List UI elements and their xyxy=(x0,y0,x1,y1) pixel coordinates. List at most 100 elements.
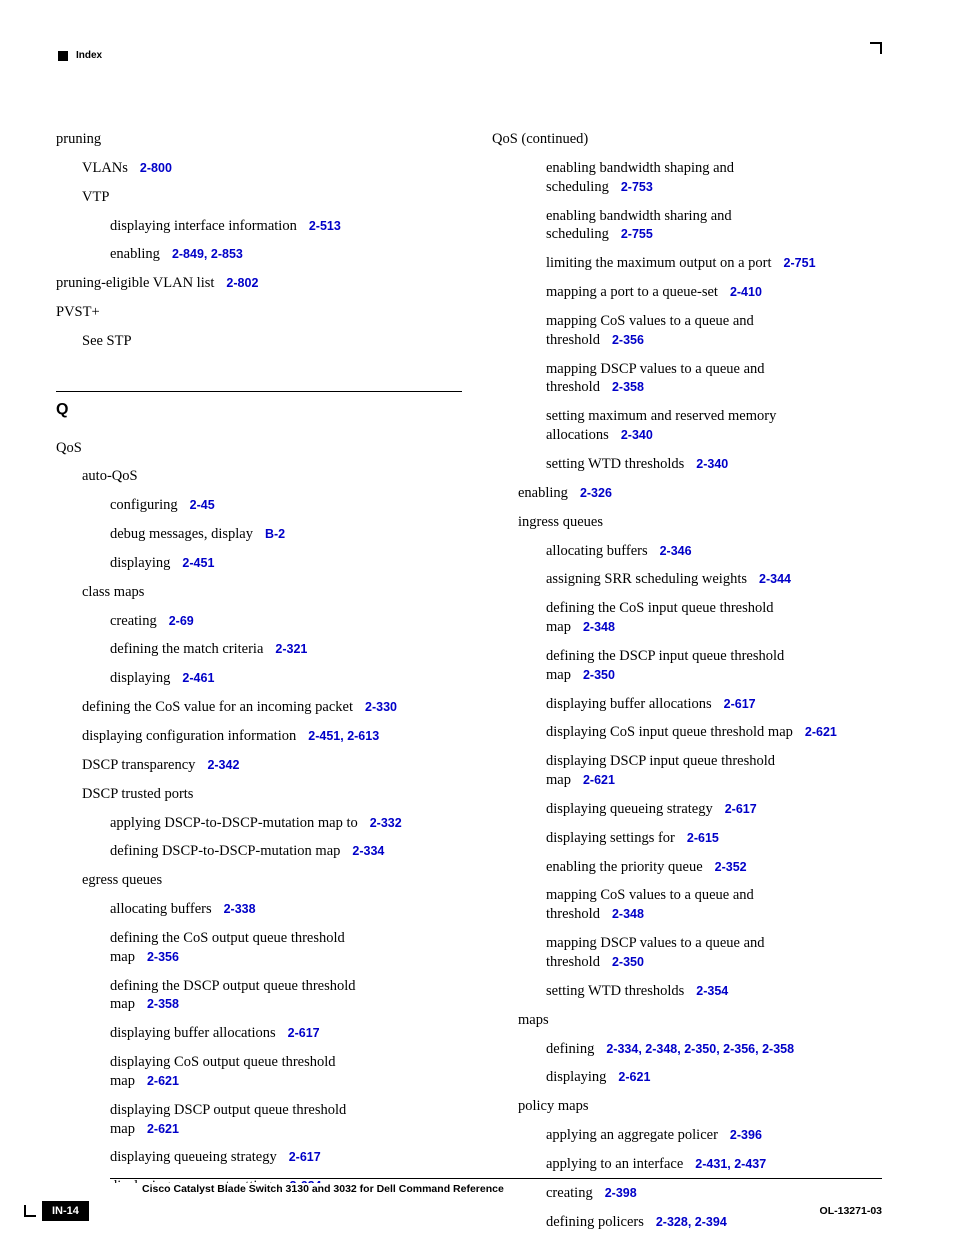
page-ref[interactable]: 2-356 xyxy=(723,1042,755,1056)
page-ref[interactable]: 2-334 xyxy=(340,844,384,858)
page-ref[interactable]: 2-348 xyxy=(645,1042,677,1056)
entry: displaying2-461 xyxy=(56,669,462,688)
page-ref[interactable]: 2-621 xyxy=(135,1074,179,1088)
page-ref[interactable]: 2-451 xyxy=(296,729,340,743)
page-ref[interactable]: 2-330 xyxy=(353,700,397,714)
entry: defining the DSCP output queue threshold… xyxy=(56,977,462,1015)
page-ref[interactable]: 2-396 xyxy=(718,1128,762,1142)
page-ref[interactable]: 2-348 xyxy=(600,907,644,921)
entry-text: defining the CoS output queue threshold xyxy=(110,929,462,948)
page-ref[interactable]: 2-352 xyxy=(703,860,747,874)
page-footer: Cisco Catalyst Blade Switch 3130 and 303… xyxy=(42,1178,882,1221)
entry-text: configuring xyxy=(110,497,178,513)
page-ref[interactable]: 2-358 xyxy=(762,1042,794,1056)
page-ref[interactable]: 2-340 xyxy=(684,457,728,471)
entry: defining the CoS input queue thresholdma… xyxy=(492,599,898,637)
entry-text: map xyxy=(110,996,135,1012)
page-ref[interactable]: 2-410 xyxy=(718,285,762,299)
page-ref[interactable]: 2-356 xyxy=(135,950,179,964)
entry: configuring2-45 xyxy=(56,496,462,515)
page-ref[interactable]: 2-621 xyxy=(135,1122,179,1136)
page-ref[interactable]: 2-617 xyxy=(712,697,756,711)
page-ref[interactable]: 2-617 xyxy=(713,802,757,816)
entry: mapping DSCP values to a queue andthresh… xyxy=(492,360,898,398)
page-ref[interactable]: 2-45 xyxy=(178,498,215,512)
entry-text: defining xyxy=(546,1041,594,1057)
page-ref[interactable]: 2-358 xyxy=(600,380,644,394)
page-ref[interactable]: 2-340 xyxy=(609,428,653,442)
header-label: Index xyxy=(76,50,102,61)
entry-text: map xyxy=(110,949,135,965)
page-ref[interactable]: 2-451 xyxy=(170,556,214,570)
content-columns: pruning VLANs2-800 VTP displaying interf… xyxy=(56,130,898,1241)
page-ref[interactable]: 2-321 xyxy=(263,642,307,656)
entry: DSCP transparency2-342 xyxy=(56,756,462,775)
entry: setting WTD thresholds2-354 xyxy=(492,982,898,1001)
entry: mapping CoS values to a queue andthresho… xyxy=(492,886,898,924)
page-ref[interactable]: 2-621 xyxy=(571,773,615,787)
page-ref[interactable]: 2-350 xyxy=(571,668,615,682)
entry-text: displaying CoS output queue threshold xyxy=(110,1053,462,1072)
page-ref[interactable]: 2-613 xyxy=(347,729,379,743)
page-ref[interactable]: 2-621 xyxy=(606,1070,650,1084)
page-ref[interactable]: 2-437 xyxy=(734,1157,766,1171)
page-ref[interactable]: 2-513 xyxy=(297,219,341,233)
page-ref[interactable]: 2-334 xyxy=(594,1042,638,1056)
entry: maps xyxy=(492,1011,898,1030)
entry: auto-QoS xyxy=(56,467,462,486)
page-ref[interactable]: 2-69 xyxy=(157,614,194,628)
page-ref[interactable]: 2-338 xyxy=(212,902,256,916)
entry-text: assigning SRR scheduling weights xyxy=(546,571,747,587)
page-ref[interactable]: 2-849 xyxy=(160,247,204,261)
entry: enabling the priority queue2-352 xyxy=(492,858,898,877)
page-ref[interactable]: 2-755 xyxy=(609,227,653,241)
entry: enabling2-849, 2-853 xyxy=(56,245,462,264)
corner-mark xyxy=(870,42,882,54)
page-ref[interactable]: 2-617 xyxy=(277,1150,321,1164)
page-ref[interactable]: 2-621 xyxy=(793,725,837,739)
entry: PVST+ xyxy=(56,303,462,322)
entry-text: displaying xyxy=(110,555,170,571)
entry-text: defining the CoS input queue threshold xyxy=(546,599,898,618)
page-ref[interactable]: 2-615 xyxy=(675,831,719,845)
page-ref[interactable]: 2-358 xyxy=(135,997,179,1011)
footer-title: Cisco Catalyst Blade Switch 3130 and 303… xyxy=(110,1183,504,1195)
entry-text: limiting the maximum output on a port xyxy=(546,255,772,271)
page-ref[interactable]: 2-853 xyxy=(211,247,243,261)
entry: enabling2-326 xyxy=(492,484,898,503)
entry-text: DSCP transparency xyxy=(82,757,195,773)
page-ref[interactable]: 2-348 xyxy=(571,620,615,634)
page-ref[interactable]: 2-344 xyxy=(747,572,791,586)
page-ref[interactable]: 2-802 xyxy=(214,276,258,290)
page-ref[interactable]: B-2 xyxy=(253,527,285,541)
entry-text: displaying buffer allocations xyxy=(546,696,712,712)
entry-text: enabling the priority queue xyxy=(546,859,703,875)
page-ref[interactable]: 2-617 xyxy=(276,1026,320,1040)
entry-text: mapping DSCP values to a queue and xyxy=(546,360,898,379)
page-ref[interactable]: 2-753 xyxy=(609,180,653,194)
page-ref[interactable]: 2-354 xyxy=(684,984,728,998)
page-ref[interactable]: 2-431 xyxy=(683,1157,727,1171)
entry-text: displaying queueing strategy xyxy=(546,801,713,817)
page-ref[interactable]: 2-346 xyxy=(648,544,692,558)
ref-sep: , xyxy=(204,247,211,261)
page-ref[interactable]: 2-800 xyxy=(128,161,172,175)
entry: displaying2-451 xyxy=(56,554,462,573)
page-ref[interactable]: 2-326 xyxy=(568,486,612,500)
footer-row: IN-14 OL-13271-03 xyxy=(42,1201,882,1221)
page-header: Index xyxy=(58,50,102,61)
entry-text: applying an aggregate policer xyxy=(546,1127,718,1143)
entry-text: displaying buffer allocations xyxy=(110,1025,276,1041)
page-ref[interactable]: 2-350 xyxy=(600,955,644,969)
page-ref[interactable]: 2-350 xyxy=(684,1042,716,1056)
entry-text: creating xyxy=(110,613,157,629)
page-ref[interactable]: 2-342 xyxy=(195,758,239,772)
page-ref[interactable]: 2-751 xyxy=(772,256,816,270)
entry: limiting the maximum output on a port2-7… xyxy=(492,254,898,273)
entry: VLANs2-800 xyxy=(56,159,462,178)
page-ref[interactable]: 2-461 xyxy=(170,671,214,685)
footer-corner-mark xyxy=(24,1205,36,1217)
page-ref[interactable]: 2-332 xyxy=(358,816,402,830)
entry: defining the CoS output queue thresholdm… xyxy=(56,929,462,967)
page-ref[interactable]: 2-356 xyxy=(600,333,644,347)
